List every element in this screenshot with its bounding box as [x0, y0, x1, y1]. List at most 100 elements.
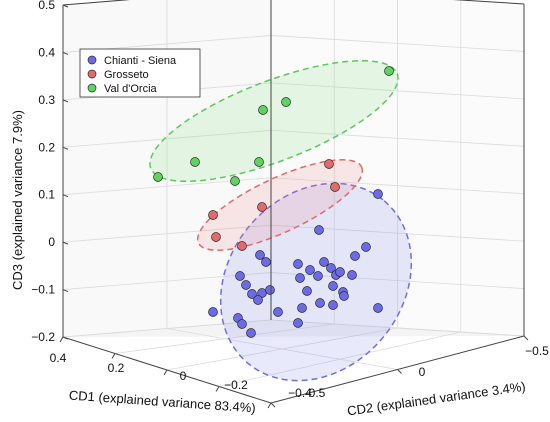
legend-box: [79, 48, 201, 98]
ellipse-grosseto: [196, 159, 364, 251]
data-point: [293, 318, 303, 328]
legend-label: Grosseto: [104, 69, 149, 81]
data-point: [153, 172, 163, 182]
data-point: [335, 267, 345, 277]
data-point: [326, 263, 336, 273]
data-point: [237, 319, 247, 329]
top-left-edge: [62, 0, 131, 6]
data-point: [253, 295, 263, 305]
data-point: [254, 157, 264, 167]
z-axis-label: CD3 (explained variance 7.9%): [10, 110, 25, 290]
x-tick-label: 0.4: [50, 351, 67, 365]
data-point: [208, 307, 218, 317]
data-point: [330, 182, 340, 192]
z-tick-label: 0.3: [38, 93, 55, 107]
data-point: [258, 105, 268, 115]
x-tick-label: 0: [180, 369, 187, 383]
data-point: [293, 259, 303, 269]
data-point: [347, 270, 357, 280]
z-tick-label: 0.5: [38, 0, 55, 12]
y-tick: [270, 402, 276, 408]
z-tick: [62, 51, 69, 55]
x-tick: [163, 369, 168, 376]
data-point: [373, 303, 383, 313]
confidence-ellipses: [149, 59, 413, 382]
x-tick-label: −0.2: [224, 378, 248, 392]
y-axis-label: CD2 (explained variance 3.4%): [346, 379, 526, 419]
ellipse-val-d-orcia: [149, 59, 399, 183]
z-tick-label: 0: [48, 235, 55, 249]
z-tick: [62, 289, 69, 293]
z-tick: [62, 146, 69, 150]
z-tick-label: 0.2: [38, 140, 55, 154]
data-point: [350, 251, 360, 261]
data-point: [237, 241, 247, 251]
legend-marker: [87, 69, 97, 79]
legend-label: Val d'Orcia: [104, 83, 158, 95]
z-tick: [62, 241, 69, 245]
z-tick: [62, 194, 69, 198]
legend: Chianti - Siena Grosseto Val d'Orcia: [79, 48, 201, 98]
data-point: [246, 328, 256, 338]
data-point: [241, 280, 251, 290]
data-points: [153, 66, 394, 338]
z-tick: [62, 4, 69, 8]
x-tick: [267, 402, 272, 409]
floor-pane: [63, 320, 524, 337]
tick-labels: 0.50.40.30.20.10−0.1−0.20.40.20−0.2−0.40…: [31, 0, 549, 400]
data-point: [211, 232, 221, 242]
data-point: [265, 285, 275, 295]
y-tick-label: 0: [419, 365, 426, 379]
data-point: [319, 257, 329, 267]
legend-label: Chianti - Siena: [104, 55, 177, 67]
x-tick: [215, 386, 220, 392]
axis-lines: [59, 0, 529, 409]
x-tick: [59, 336, 64, 343]
y-tick: [397, 369, 402, 374]
z-tick-label: 0.1: [38, 188, 55, 202]
z-tick-label: −0.1: [31, 283, 55, 297]
top-right-edge: [452, 0, 525, 5]
data-point: [230, 176, 240, 186]
data-point: [235, 271, 245, 281]
data-point: [295, 273, 305, 283]
data-point: [247, 289, 257, 299]
z-tick: [62, 336, 69, 340]
data-point: [314, 225, 324, 235]
data-point: [257, 202, 267, 212]
data-point: [328, 281, 338, 291]
data-point: [373, 189, 383, 199]
x-tick: [111, 353, 116, 359]
data-point: [261, 257, 271, 267]
grid-line-y: [166, 328, 398, 370]
y-tick: [523, 335, 529, 341]
data-point: [302, 286, 312, 296]
x-tick-label: −0.4: [288, 386, 312, 400]
x-tick-label: 0.2: [108, 361, 125, 375]
z-tick-label: −0.2: [31, 330, 55, 344]
data-point: [361, 242, 371, 252]
data-point: [273, 307, 283, 317]
z-tick: [62, 99, 69, 103]
data-point: [328, 300, 338, 310]
y-tick-label: 0.5: [309, 386, 326, 400]
data-point: [315, 298, 325, 308]
data-point: [297, 303, 307, 313]
data-point: [313, 271, 323, 281]
z-tick-label: 0.4: [38, 45, 55, 59]
data-point: [281, 97, 291, 107]
data-point: [208, 210, 218, 220]
data-point: [339, 291, 349, 301]
legend-marker: [87, 55, 97, 65]
y-tick-label: −0.5: [525, 344, 549, 358]
data-point: [190, 157, 200, 167]
ellipse-chianti-siena: [219, 182, 413, 382]
data-point: [384, 66, 394, 76]
data-point: [305, 265, 315, 275]
data-point: [324, 159, 334, 169]
grid-line-y: [270, 319, 525, 337]
legend-marker: [87, 83, 97, 93]
data-point: [255, 250, 265, 260]
